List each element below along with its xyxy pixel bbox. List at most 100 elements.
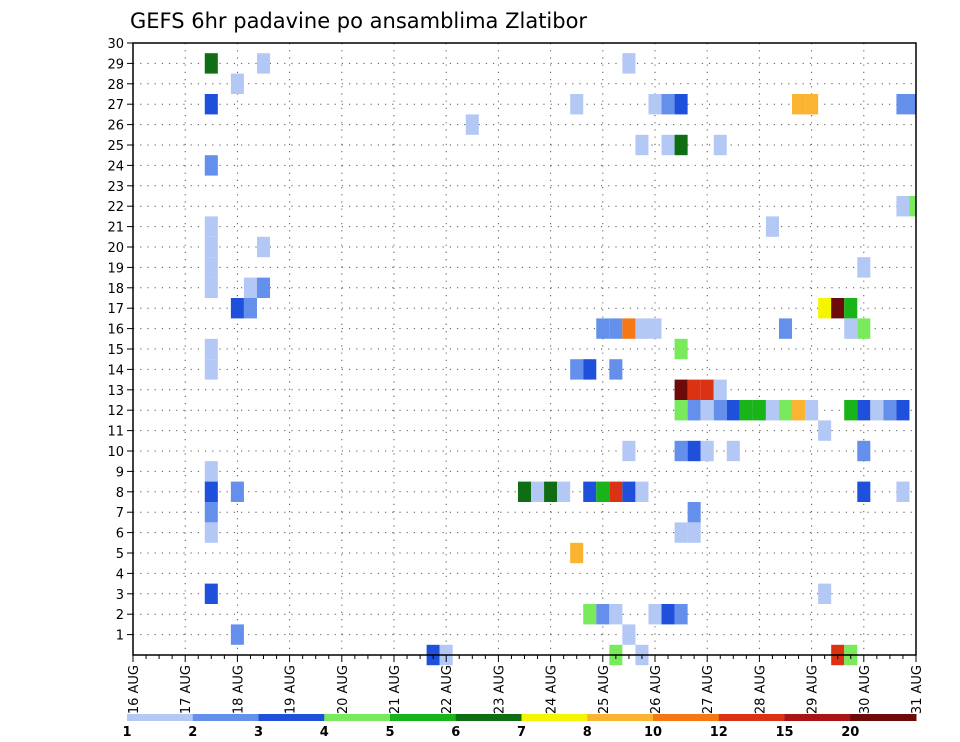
precip-cell: [752, 400, 766, 421]
precip-cell: [204, 338, 218, 360]
precip-cell: [622, 318, 636, 339]
precip-cell: [700, 440, 714, 462]
precip-cell: [726, 440, 740, 462]
precip-cell: [844, 318, 858, 339]
colorbar-label: 10: [644, 725, 662, 740]
x-tick-label: 24 AUG: [545, 665, 560, 714]
precip-cell: [609, 481, 623, 502]
colorbar-swatch: [127, 714, 194, 721]
x-tick-label: 29 AUG: [806, 665, 821, 714]
precip-cell: [792, 400, 806, 421]
precip-cell: [805, 94, 819, 115]
x-tick-label: 26 AUG: [649, 665, 664, 714]
x-tick-label: 17 AUG: [179, 665, 194, 714]
colorbar-swatch: [455, 714, 522, 721]
x-tick-label: 16 AUG: [127, 665, 142, 714]
chart-title: GEFS 6hr padavine po ansamblima Zlatibor: [130, 9, 587, 33]
colorbar-label: 12: [710, 725, 728, 740]
precip-cell: [230, 73, 244, 94]
x-tick-label: 25 AUG: [597, 665, 612, 714]
precip-cell: [570, 94, 584, 115]
precip-cell: [778, 318, 793, 339]
precip-cell: [531, 481, 545, 502]
y-tick-label: 25: [107, 139, 124, 154]
colorbar-label: 5: [385, 725, 394, 740]
precip-cell: [256, 236, 271, 258]
precip-cell: [256, 277, 271, 298]
precip-cell: [544, 481, 558, 502]
precip-cell: [204, 481, 218, 502]
precip-cell: [583, 481, 597, 502]
y-tick-label: 1: [116, 629, 124, 644]
y-tick-label: 11: [107, 425, 124, 440]
precip-cell: [896, 400, 910, 421]
precip-cell: [713, 379, 727, 400]
precip-cell: [674, 400, 688, 421]
precip-cell: [700, 400, 714, 421]
precip-cell: [204, 583, 218, 604]
precip-cell: [596, 604, 610, 625]
y-tick-label: 24: [107, 159, 124, 174]
colorbar-label: 4: [320, 725, 329, 740]
precip-cell: [792, 94, 806, 115]
precip-cell: [609, 318, 623, 339]
y-axis: 1234567891011121314151617181920212223242…: [107, 37, 133, 644]
precip-cell: [256, 53, 271, 74]
y-tick-label: 23: [107, 180, 124, 195]
x-tick-label: 18 AUG: [231, 665, 246, 714]
x-tick-label: 28 AUG: [753, 665, 768, 714]
x-tick-label: 27 AUG: [701, 665, 716, 714]
precip-cell: [674, 338, 688, 360]
y-tick-label: 16: [107, 323, 124, 338]
precip-cell: [635, 481, 649, 502]
precip-cell: [648, 94, 662, 115]
precip-cell: [687, 502, 701, 523]
precip-cell: [739, 400, 753, 421]
precip-cell: [909, 94, 916, 115]
y-tick-label: 21: [107, 221, 124, 236]
precip-cell: [687, 440, 701, 462]
precip-cell: [465, 114, 479, 135]
precip-cell: [622, 440, 636, 462]
y-tick-label: 17: [107, 302, 124, 317]
precip-cell: [204, 277, 218, 298]
precip-cell: [674, 604, 688, 625]
x-tick-label: 31 AUG: [910, 665, 925, 714]
precip-cell: [870, 400, 884, 421]
precip-cell: [687, 400, 701, 421]
x-tick-label: 20 AUG: [336, 665, 351, 714]
precip-cell: [713, 134, 727, 156]
y-tick-label: 10: [107, 445, 124, 460]
precip-cell: [674, 379, 688, 400]
x-tick-label: 22 AUG: [440, 665, 455, 714]
precip-cell: [204, 236, 218, 258]
precip-cell: [765, 216, 779, 237]
precip-cell: [243, 277, 257, 298]
precip-cell: [570, 542, 584, 564]
precip-cell: [557, 481, 571, 502]
x-tick-label: 19 AUG: [284, 665, 299, 714]
colorbar-label: 1: [122, 725, 131, 740]
y-tick-label: 28: [107, 78, 124, 93]
colorbar-label: 8: [583, 725, 592, 740]
precip-cells: [204, 53, 916, 666]
colorbar-swatch: [784, 714, 851, 721]
precip-cell: [778, 400, 793, 421]
precip-cell: [622, 481, 636, 502]
precip-cell: [896, 94, 910, 115]
colorbar-swatch: [258, 714, 325, 721]
colorbar-label: 20: [841, 725, 859, 740]
y-tick-label: 27: [107, 98, 124, 113]
precip-cell: [609, 604, 623, 625]
colorbar-swatch: [324, 714, 391, 721]
y-tick-label: 13: [107, 384, 124, 399]
precip-cell: [883, 400, 897, 421]
colorbar-label: 7: [517, 725, 526, 740]
precip-cell: [713, 400, 727, 421]
precip-cell: [635, 318, 649, 339]
precip-cell: [204, 461, 218, 482]
precip-cell: [230, 298, 244, 319]
precip-cell: [726, 400, 740, 421]
y-tick-label: 20: [107, 241, 124, 256]
